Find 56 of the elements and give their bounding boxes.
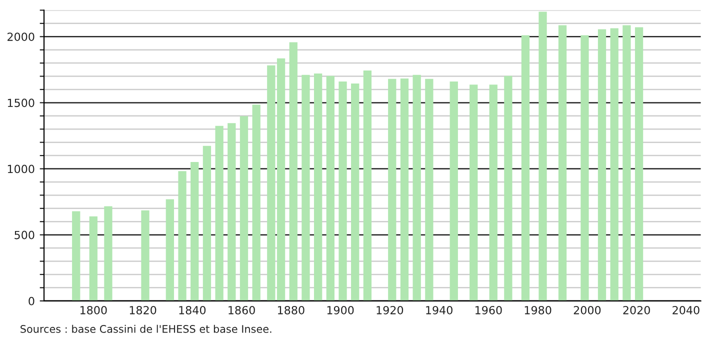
- bar: [202, 146, 212, 301]
- x-tick-label: 1800: [80, 306, 107, 314]
- bar: [622, 25, 631, 301]
- bar: [228, 123, 236, 301]
- bar: [289, 42, 298, 301]
- bar: [521, 35, 530, 301]
- x-tick-label: 1900: [327, 306, 354, 314]
- y-tick-label: 1000: [8, 164, 34, 174]
- bar: [351, 84, 360, 301]
- bar: [634, 27, 644, 301]
- bar: [412, 74, 421, 301]
- source-note: Sources : base Cassini de l'EHESS et base Insee.: [20, 324, 272, 333]
- x-tick-label: 1880: [278, 306, 304, 314]
- x-tick-label: 1860: [228, 306, 255, 314]
- x-tick-label: 1940: [426, 306, 452, 314]
- y-tick-label: 2000: [8, 32, 34, 42]
- bar: [215, 126, 224, 301]
- x-tick-label: 2000: [574, 306, 601, 314]
- bar: [104, 206, 112, 301]
- bar: [470, 84, 478, 301]
- bar: [388, 78, 396, 301]
- bar: [89, 216, 98, 301]
- bar: [166, 199, 174, 301]
- bar: [363, 70, 372, 301]
- bar: [538, 12, 547, 301]
- bar: [252, 104, 260, 301]
- y-tick-label: 500: [14, 230, 34, 240]
- bar: [240, 116, 248, 301]
- bar: [338, 82, 347, 301]
- bar: [178, 171, 186, 301]
- x-tick-label: 1920: [376, 306, 404, 314]
- x-tick-label: 1820: [130, 306, 156, 314]
- bar: [580, 35, 589, 301]
- x-tick-label: 2020: [623, 306, 650, 314]
- bar: [425, 78, 434, 301]
- bar: [72, 211, 80, 301]
- y-tick-label: 0: [28, 296, 34, 306]
- bar: [276, 58, 286, 301]
- bar: [450, 82, 458, 301]
- x-tick-label: 2040: [672, 306, 700, 314]
- bar: [558, 25, 567, 301]
- bar: [489, 84, 498, 301]
- bar: [610, 28, 618, 301]
- bar: [302, 74, 310, 301]
- bar: [504, 76, 512, 301]
- x-tick-label: 1960: [476, 306, 502, 314]
- bar: [598, 29, 606, 301]
- bar: [326, 76, 334, 301]
- bar: [190, 162, 199, 301]
- bar: [267, 65, 276, 301]
- x-tick-label: 1840: [179, 306, 206, 314]
- bar: [141, 210, 150, 301]
- y-tick-label: 1500: [8, 98, 34, 108]
- x-tick-label: 1980: [524, 306, 552, 314]
- bar: [314, 73, 322, 301]
- bar: [400, 78, 409, 301]
